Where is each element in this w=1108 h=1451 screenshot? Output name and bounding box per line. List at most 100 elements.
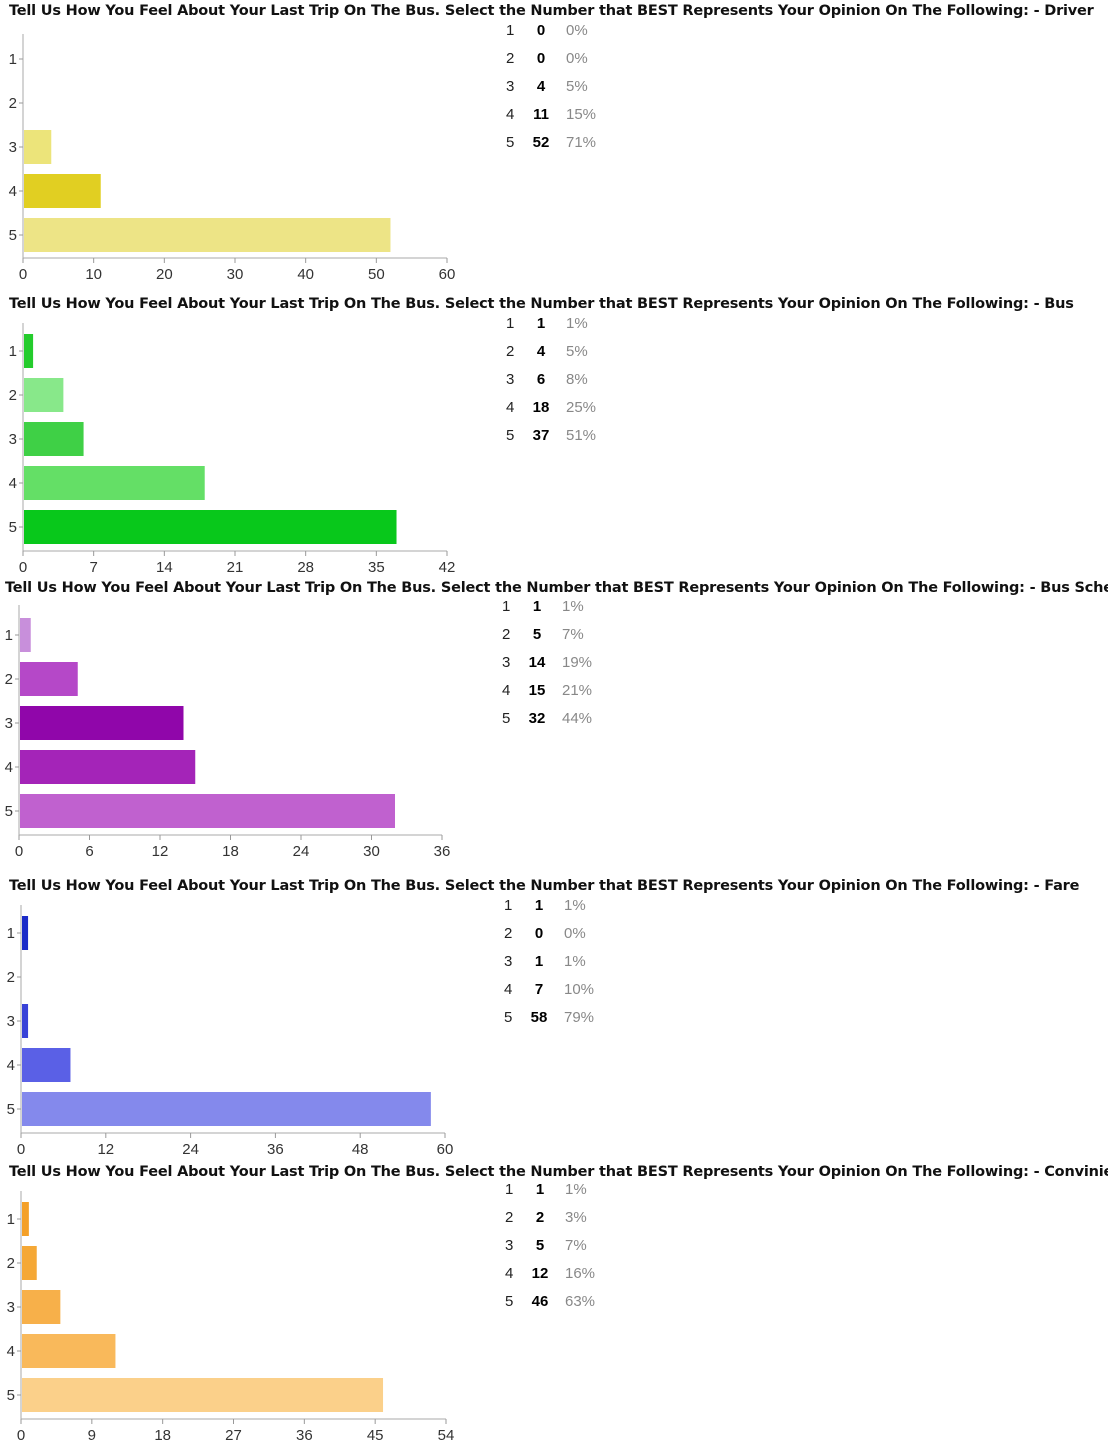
x-tick-label: 7 <box>89 559 97 576</box>
bar-rating-1 <box>20 618 31 652</box>
x-tick-label: 45 <box>367 1427 384 1444</box>
x-tick-label: 42 <box>439 559 456 576</box>
bar-rating-1 <box>24 334 34 368</box>
x-tick-label: 12 <box>97 1141 114 1158</box>
y-tick-label: 3 <box>7 1299 15 1316</box>
response-row: 1 1 1% <box>506 315 616 335</box>
bar-rating-1 <box>22 916 29 950</box>
bar-plot: 1 2 3 4 5 0 10 20 30 40 50 60 <box>0 0 470 290</box>
response-count: 1 <box>534 953 544 970</box>
response-count: 1 <box>532 598 542 615</box>
response-count: 6 <box>536 371 546 388</box>
response-percent: 8% <box>566 371 588 388</box>
response-percent: 0% <box>566 50 588 67</box>
response-count-table: 1 1 1% 2 5 7% 3 14 19% 4 15 21% 5 32 44% <box>502 598 612 738</box>
response-row: 2 2 3% <box>505 1209 615 1229</box>
x-tick-label: 20 <box>156 266 173 283</box>
rating-value: 5 <box>506 134 515 151</box>
x-tick-label: 30 <box>227 266 244 283</box>
chart-title: Tell Us How You Feel About Your Last Tri… <box>9 3 1094 19</box>
response-count: 5 <box>532 626 542 643</box>
rating-value: 3 <box>506 78 515 95</box>
bar-plot: 1 2 3 4 5 0 9 18 27 36 45 54 <box>0 1161 470 1451</box>
response-row: 1 1 1% <box>504 897 614 917</box>
response-percent: 21% <box>562 682 593 699</box>
rating-value: 3 <box>506 371 515 388</box>
x-tick-label: 48 <box>352 1141 369 1158</box>
y-tick-label: 1 <box>9 343 17 360</box>
y-tick-label: 3 <box>9 431 17 448</box>
response-count: 5 <box>535 1237 545 1254</box>
response-row: 5 58 79% <box>504 1009 614 1029</box>
x-tick-label: 54 <box>438 1427 455 1444</box>
response-row: 3 14 19% <box>502 654 612 674</box>
response-percent: 15% <box>566 106 597 123</box>
response-count-table: 1 1 1% 2 4 5% 3 6 8% 4 18 25% 5 37 51% <box>506 315 616 455</box>
bar-rating-4 <box>22 1048 71 1082</box>
bar-rating-4 <box>24 466 205 500</box>
response-count: 12 <box>531 1265 549 1282</box>
x-tick-label: 6 <box>85 843 93 860</box>
response-percent: 7% <box>562 626 584 643</box>
y-tick-label: 3 <box>7 1013 15 1030</box>
chart-title: Tell Us How You Feel About Your Last Tri… <box>9 878 1080 894</box>
response-count: 37 <box>532 427 550 444</box>
bar-rating-2 <box>20 662 78 696</box>
bar-rating-3 <box>22 1290 61 1324</box>
rating-value: 2 <box>502 626 511 643</box>
y-tick-label: 2 <box>9 95 17 112</box>
x-tick-label: 28 <box>297 559 314 576</box>
response-percent: 3% <box>565 1209 587 1226</box>
response-percent: 16% <box>565 1265 596 1282</box>
response-row: 4 11 15% <box>506 106 616 126</box>
y-tick-label: 5 <box>7 1387 15 1404</box>
x-tick-label: 21 <box>227 559 244 576</box>
y-tick-label: 5 <box>5 803 13 820</box>
response-count: 15 <box>528 682 546 699</box>
y-tick-label: 4 <box>9 475 17 492</box>
response-count: 52 <box>532 134 550 151</box>
x-tick-label: 0 <box>15 843 23 860</box>
response-row: 4 18 25% <box>506 399 616 419</box>
chart-title: Tell Us How You Feel About Your Last Tri… <box>5 580 1108 596</box>
rating-value: 5 <box>502 710 511 727</box>
y-tick-label: 3 <box>9 139 17 156</box>
rating-value: 4 <box>506 399 515 416</box>
y-tick-label: 1 <box>7 925 15 942</box>
x-tick-label: 10 <box>85 266 102 283</box>
response-percent: 25% <box>566 399 597 416</box>
x-tick-label: 24 <box>293 843 310 860</box>
response-row: 4 12 16% <box>505 1265 615 1285</box>
x-tick-label: 0 <box>19 559 27 576</box>
y-tick-label: 3 <box>5 715 13 732</box>
response-percent: 1% <box>566 315 588 332</box>
response-count: 32 <box>528 710 546 727</box>
bar-rating-4 <box>20 750 196 784</box>
rating-value: 3 <box>502 654 511 671</box>
response-row: 2 0 0% <box>506 50 616 70</box>
x-tick-label: 12 <box>152 843 169 860</box>
chart-title: Tell Us How You Feel About Your Last Tri… <box>9 296 1074 312</box>
rating-value: 1 <box>504 897 513 914</box>
response-percent: 1% <box>565 1181 587 1198</box>
y-tick-label: 4 <box>5 759 13 776</box>
response-count: 18 <box>532 399 550 416</box>
response-row: 3 1 1% <box>504 953 614 973</box>
x-tick-label: 30 <box>363 843 380 860</box>
response-row: 5 32 44% <box>502 710 612 730</box>
response-percent: 71% <box>566 134 597 151</box>
y-tick-label: 4 <box>7 1343 15 1360</box>
response-count: 0 <box>534 925 544 942</box>
response-row: 4 15 21% <box>502 682 612 702</box>
response-row: 3 4 5% <box>506 78 616 98</box>
bar-rating-5 <box>20 794 395 828</box>
bar-rating-1 <box>22 1202 29 1236</box>
bar-rating-5 <box>24 510 397 544</box>
y-tick-label: 2 <box>7 1255 15 1272</box>
response-percent: 1% <box>564 897 586 914</box>
rating-value: 3 <box>504 953 513 970</box>
rating-value: 1 <box>505 1181 514 1198</box>
x-tick-label: 60 <box>437 1141 454 1158</box>
response-row: 3 6 8% <box>506 371 616 391</box>
